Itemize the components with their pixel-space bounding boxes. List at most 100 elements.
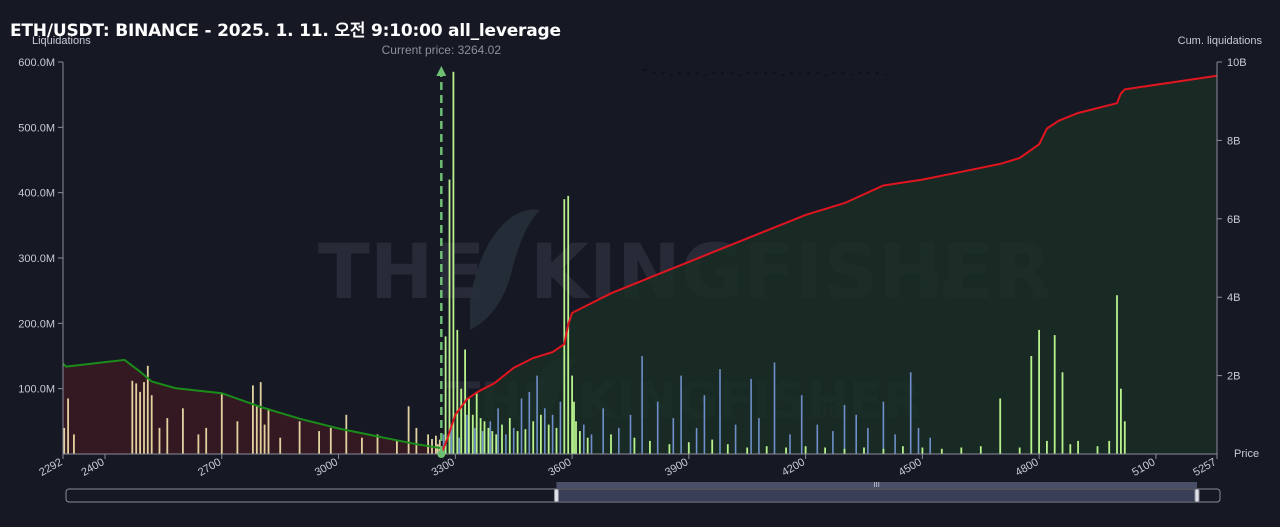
short-bar — [501, 424, 503, 454]
short-bar — [1038, 329, 1040, 454]
short-bar — [586, 437, 589, 454]
short-bar — [940, 448, 943, 454]
long-bar — [63, 427, 66, 454]
mid-bar — [758, 418, 760, 454]
long-bar — [146, 365, 149, 454]
short-bar — [1123, 421, 1126, 454]
long-bar — [236, 421, 239, 454]
short-bar — [999, 398, 1002, 454]
x-tick-label: 3000 — [313, 456, 340, 479]
short-bar — [516, 431, 519, 454]
short-bar — [495, 434, 498, 454]
mid-bar — [602, 408, 604, 454]
long-bar — [436, 444, 439, 454]
long-bar — [135, 383, 138, 454]
y2-tick-label: 4B — [1227, 292, 1240, 304]
short-bar — [1053, 335, 1056, 454]
y2-tick-label: 2B — [1227, 371, 1240, 383]
mid-bar — [551, 414, 554, 454]
short-bar — [843, 448, 846, 454]
mid-bar — [656, 401, 659, 454]
short-bar — [460, 388, 463, 454]
short-bar — [575, 421, 577, 454]
kingfisher-bird-icon — [470, 209, 540, 330]
long-bar — [166, 418, 169, 454]
long-bar — [255, 405, 258, 454]
mid-bar — [536, 375, 538, 454]
long-bar — [158, 427, 161, 454]
long-bar — [220, 393, 223, 454]
x-tick-label: 5257 — [1191, 456, 1218, 479]
long-bar — [259, 382, 262, 454]
chart-title: ETH/USDT: BINANCE - 2025. 1. 11. 오전 9:10… — [10, 21, 561, 41]
mid-bar — [474, 427, 476, 454]
y2-axis-label: Cum. liquidations — [1178, 35, 1263, 47]
mid-bar — [750, 378, 752, 454]
x-tick-label: 4800 — [1013, 456, 1040, 479]
short-bar — [921, 447, 924, 454]
mid-bar — [559, 401, 562, 454]
x-axis-label: Price — [1234, 448, 1259, 460]
mid-bar — [680, 375, 682, 454]
y-tick-label: 100.0M — [18, 384, 55, 396]
y-tick-label: 600.0M — [18, 57, 55, 69]
short-bar — [1077, 440, 1079, 454]
short-bar — [902, 446, 904, 454]
mid-bar — [590, 434, 593, 454]
long-bar — [438, 439, 441, 454]
long-bar — [252, 385, 254, 454]
y2-tick-label: 8B — [1227, 135, 1240, 147]
short-bar — [571, 375, 573, 454]
mid-bar — [497, 408, 499, 454]
short-bar — [804, 446, 807, 454]
long-bar — [67, 398, 69, 454]
mid-bar — [773, 362, 776, 454]
long-bar — [427, 434, 429, 454]
short-bar — [610, 434, 612, 454]
short-bar — [1030, 356, 1033, 454]
short-bar — [1069, 444, 1072, 454]
mid-bar — [855, 414, 857, 454]
short-bar — [563, 199, 566, 454]
short-bar — [479, 418, 482, 454]
y-tick-label: 400.0M — [18, 188, 55, 200]
long-bar — [197, 434, 200, 454]
mid-bar — [512, 427, 515, 454]
mid-bar — [583, 424, 585, 454]
range-navigator[interactable]: III — [65, 481, 1221, 503]
x-tick-label: 2700 — [196, 456, 223, 479]
long-bar — [361, 437, 363, 454]
short-bar — [1018, 447, 1021, 454]
long-bar — [329, 427, 332, 454]
mid-bar — [843, 405, 846, 454]
mid-bar — [894, 434, 896, 454]
liquidation-bars — [63, 71, 1126, 455]
short-bar — [491, 431, 494, 454]
mid-bar — [629, 414, 632, 454]
navigator-left-handle — [553, 488, 559, 503]
long-bar — [131, 380, 134, 454]
short-bar — [1116, 295, 1118, 454]
x-tick-label: 2292 — [37, 456, 64, 479]
short-bar — [633, 437, 636, 454]
mid-bar — [442, 434, 445, 454]
long-bar — [73, 434, 75, 454]
long-bar — [279, 437, 282, 454]
mid-bar — [505, 434, 507, 454]
mid-bar — [867, 427, 869, 454]
short-bar — [579, 431, 581, 454]
long-bar — [205, 427, 208, 454]
long-bar — [318, 431, 320, 454]
short-bar — [483, 421, 486, 454]
mid-bar — [734, 424, 737, 454]
short-bar — [508, 418, 511, 454]
short-bar — [687, 442, 690, 454]
y2-tick-label: 10B — [1227, 57, 1247, 69]
long-bar — [298, 421, 301, 454]
long-bar — [396, 440, 398, 454]
x-tick-label: 3900 — [663, 456, 690, 479]
short-bar — [979, 446, 982, 454]
mid-bar — [789, 434, 791, 454]
x-tick-label: 3600 — [546, 456, 573, 479]
